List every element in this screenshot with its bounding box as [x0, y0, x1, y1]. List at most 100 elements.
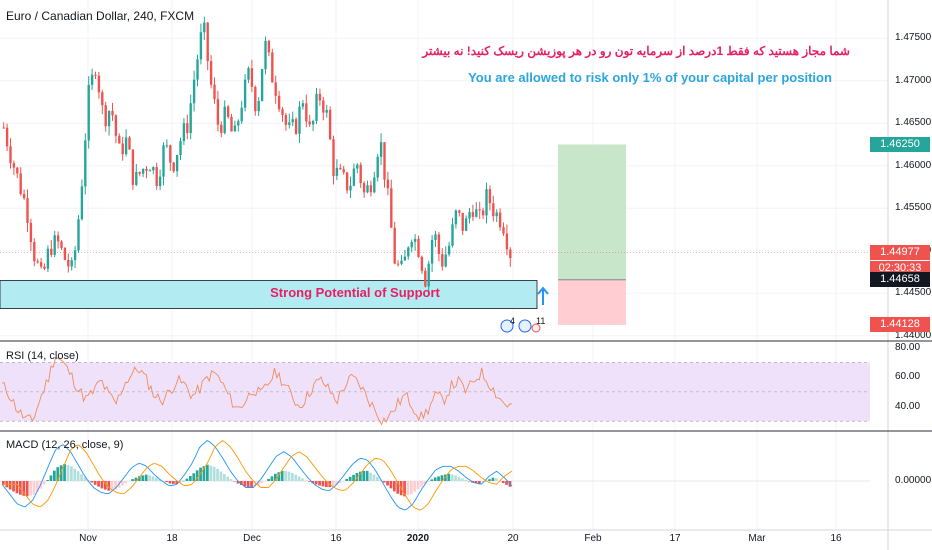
candle-body-143	[488, 189, 492, 204]
macd-hist-56	[192, 473, 196, 481]
candle-body-56	[192, 79, 196, 104]
candles	[2, 16, 512, 295]
macd-hist-100	[342, 481, 345, 482]
candle-body-107	[366, 185, 369, 193]
candle-body-23	[80, 186, 84, 220]
macd-hist-53	[182, 480, 185, 482]
macd-hist-103	[352, 474, 355, 481]
candle-body-116	[396, 263, 400, 265]
macd-hist-55	[189, 476, 192, 481]
candle-body-41	[141, 168, 145, 174]
event-badge-4[interactable]: 4	[510, 316, 516, 326]
price-tick: 1.47000	[895, 74, 932, 86]
candle-body-67	[230, 116, 233, 132]
macd-hist-127	[433, 477, 437, 481]
macd-hist-42	[144, 474, 148, 481]
candle-body-45	[155, 167, 158, 186]
zones	[0, 144, 888, 333]
macd-hist-57	[195, 470, 199, 481]
candle-body-19	[67, 259, 70, 267]
candle-body-92	[315, 93, 318, 121]
candle-body-8	[29, 222, 33, 243]
candle-body-46	[158, 176, 162, 186]
macd-hist-131	[447, 473, 451, 481]
macd-hist-29	[100, 481, 104, 489]
candle-body-55	[189, 103, 192, 134]
macd-hist-129	[440, 475, 444, 481]
candle-body-115	[393, 227, 396, 264]
macd-hist-12	[42, 481, 46, 485]
macd-hist-82	[280, 470, 284, 481]
macd-hist-33	[114, 481, 117, 490]
candle-body-78	[267, 40, 271, 53]
macd-hist-50	[172, 481, 175, 484]
price-tick: 1.47500	[895, 32, 932, 44]
macd-line	[1, 440, 513, 511]
macd-hist-133	[454, 475, 457, 481]
candle-body-108	[369, 185, 373, 193]
macd-hist-118	[403, 481, 406, 497]
macd-hist-73	[250, 481, 253, 488]
chart-title: Euro / Canadian Dollar, 240, FXCM	[6, 9, 195, 23]
candle-body-35	[121, 143, 124, 155]
macd-hist-86	[294, 474, 298, 481]
macd-hist-8	[29, 481, 32, 496]
candle-body-38	[131, 149, 135, 185]
candle-body-121	[413, 238, 417, 242]
macd-hist-49	[168, 481, 172, 484]
macd-hist-26	[90, 481, 94, 483]
macd-hist-78	[267, 478, 270, 481]
macd-hist-67	[229, 479, 233, 481]
candle-body-87	[298, 106, 301, 134]
candle-body-20	[70, 260, 73, 267]
candle-body-144	[492, 203, 495, 217]
rsi-tick: 40.00	[895, 400, 921, 412]
candle-body-129	[441, 254, 444, 267]
macd-hist-52	[178, 481, 182, 483]
price-tick: 1.46000	[895, 159, 932, 171]
macd-hist-23	[80, 474, 83, 481]
macd-hist-147	[501, 481, 505, 484]
candle-body-0	[2, 127, 5, 129]
macd-hist-135	[461, 478, 464, 481]
macd-hist-84	[287, 471, 291, 481]
candle-body-82	[281, 109, 284, 116]
macd-hist-69	[236, 481, 240, 484]
candle-body-128	[437, 234, 441, 255]
macd-hist-74	[253, 481, 257, 487]
candle-body-95	[325, 109, 328, 113]
candle-body-126	[430, 239, 434, 264]
candle-body-110	[376, 156, 379, 178]
macd-hist-9	[32, 481, 36, 495]
candle-body-86	[294, 119, 298, 134]
macd-hist-15	[53, 470, 56, 481]
rsi-tick: 80.00	[895, 341, 921, 353]
macd-hist-43	[148, 475, 151, 481]
macd-hist-83	[284, 470, 287, 481]
price-tick: 1.44500	[895, 287, 932, 299]
macd-hist-125	[427, 481, 430, 482]
rsi-line	[1, 357, 513, 426]
event-flag-icon	[531, 323, 541, 333]
price-tick: 1.44000	[895, 329, 932, 341]
candle-body-89	[305, 103, 308, 122]
macd-hist-72	[246, 481, 250, 488]
candle-body-118	[403, 256, 407, 261]
macd-hist-63	[216, 468, 219, 481]
candle-body-24	[84, 140, 87, 187]
macd-hist-119	[406, 481, 410, 496]
price-tag: 1.44977	[870, 245, 930, 261]
candle-body-98	[335, 167, 339, 176]
macd-hist-20	[70, 466, 73, 481]
target-zone	[558, 144, 626, 280]
candle-body-59	[203, 22, 206, 33]
candle-body-26	[90, 74, 94, 85]
macd-hist-93	[318, 481, 321, 486]
macd-hist-140	[478, 481, 481, 485]
stop-zone	[558, 279, 626, 325]
candle-body-84	[288, 122, 291, 125]
macd-hist-87	[297, 476, 301, 481]
event-badge-11[interactable]: 11	[536, 316, 546, 326]
candle-body-80	[274, 82, 277, 96]
